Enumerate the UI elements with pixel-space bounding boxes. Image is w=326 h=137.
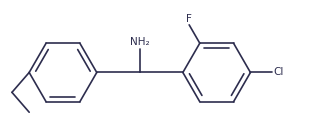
Text: NH₂: NH₂: [130, 37, 150, 47]
Text: F: F: [186, 14, 192, 24]
Text: Cl: Cl: [274, 68, 284, 78]
